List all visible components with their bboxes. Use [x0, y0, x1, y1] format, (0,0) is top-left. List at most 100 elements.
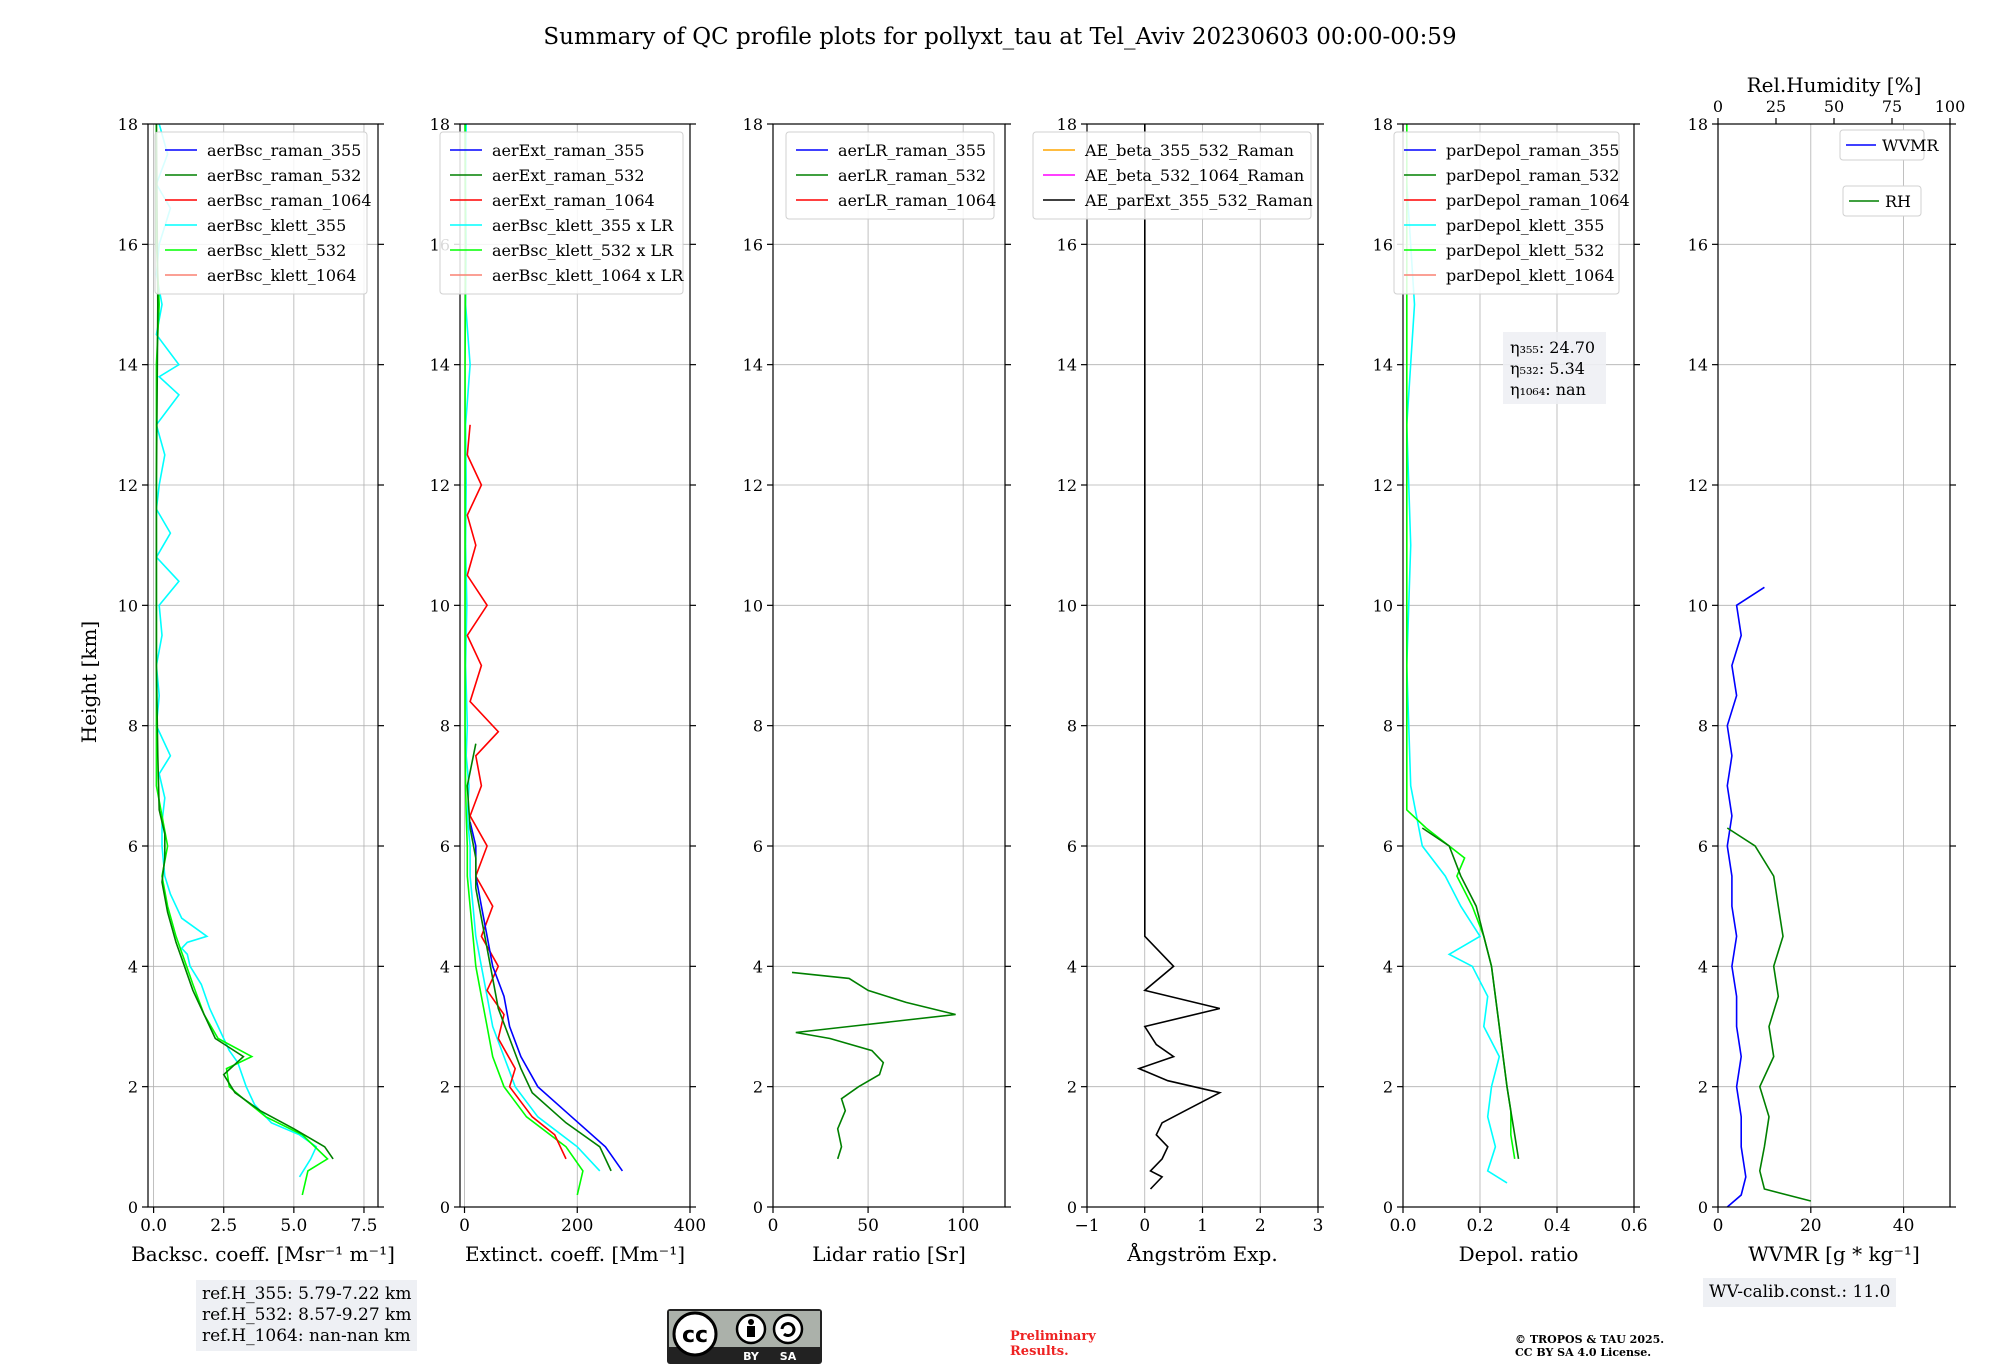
x-tick-label: 0.0	[1389, 1216, 1416, 1236]
y-tick-label: 14	[430, 356, 450, 375]
series-line-aerext-raman-355	[469, 821, 624, 1172]
series-line-aerext-raman-1064	[466, 424, 567, 1160]
x-tick-label: −1	[1074, 1216, 1099, 1236]
x-tick-label: 100	[947, 1216, 979, 1236]
preliminary-results-note: Preliminary Results.	[1010, 1329, 1096, 1359]
legend-label: parDepol_raman_1064	[1446, 191, 1630, 210]
axes-frame	[147, 123, 379, 1208]
legend-label: aerExt_raman_1064	[492, 191, 655, 210]
series-line-rh	[1726, 827, 1812, 1202]
x-axis-label: WVMR [g * kg⁻¹]	[1748, 1242, 1920, 1266]
x-tick-label: 0.4	[1543, 1216, 1570, 1236]
x-axis-label: Depol. ratio	[1459, 1242, 1579, 1266]
x-tick-label: 5.0	[280, 1216, 307, 1236]
axes-frame	[459, 123, 691, 1208]
x-axis-label: Ångström Exp.	[1126, 1241, 1277, 1266]
wv-calib-box: WV-calib.const.: 11.0	[1703, 1278, 1897, 1307]
legend-label: parDepol_klett_532	[1446, 241, 1604, 260]
y-tick-label: 10	[1057, 596, 1077, 615]
top-x-axis-label: Rel.Humidity [%]	[1747, 73, 1922, 97]
y-tick-label: 0	[1067, 1198, 1077, 1217]
refh-1064: ref.H_1064: nan-nan km	[202, 1326, 411, 1346]
sa-arrow	[780, 1322, 796, 1337]
y-tick-label: 18	[1057, 115, 1077, 134]
legend-label: AE_beta_355_532_Raman	[1084, 141, 1294, 160]
by-person-head	[748, 1319, 754, 1325]
series-line-pardepol-klett-355	[1405, 184, 1508, 1184]
x-tick-label: 50	[857, 1216, 879, 1236]
reference-height-box: ref.H_355: 5.79-7.22 km ref.H_532: 8.57-…	[196, 1280, 418, 1351]
y-tick-label: 8	[440, 717, 450, 736]
legend-label: aerBsc_klett_532 x LR	[492, 241, 674, 260]
y-tick-label: 4	[753, 957, 763, 976]
legend-label: parDepol_raman_532	[1446, 166, 1619, 185]
y-tick-label: 4	[1698, 957, 1708, 976]
y-tick-label: 18	[118, 115, 138, 134]
y-tick-label: 6	[1698, 837, 1708, 856]
legend-label: parDepol_klett_1064	[1446, 266, 1615, 285]
legend-label: aerBsc_klett_355	[207, 216, 346, 235]
eta-value: η₁₀₆₄: nan	[1510, 380, 1586, 399]
x-tick-label: 0.6	[1620, 1216, 1647, 1236]
top-x-tick-label: 25	[1766, 97, 1786, 116]
x-tick-label: 200	[561, 1216, 593, 1236]
x-tick-label: 0	[459, 1216, 470, 1236]
legend-label: aerExt_raman_532	[492, 166, 645, 185]
legend-box	[1032, 131, 1312, 220]
y-tick-label: 6	[1067, 837, 1077, 856]
copyright-line-2: CC BY SA 4.0 License.	[1515, 1346, 1652, 1359]
x-tick-label: 0	[1139, 1216, 1150, 1236]
top-x-tick-label: 50	[1824, 97, 1844, 116]
legend-label: WVMR	[1882, 136, 1939, 155]
y-tick-label: 12	[1688, 476, 1708, 495]
y-tick-label: 12	[743, 476, 763, 495]
series-line-pardepol-raman-532	[1421, 827, 1520, 1160]
y-tick-label: 16	[1373, 235, 1393, 254]
y-tick-label: 18	[430, 115, 450, 134]
y-tick-label: 8	[753, 717, 763, 736]
legend-label: parDepol_raman_355	[1446, 141, 1619, 160]
legend-box	[785, 131, 995, 220]
series-line-aerbsc-raman-532	[155, 124, 334, 1160]
y-tick-label: 18	[1688, 115, 1708, 134]
legend-label: RH	[1885, 192, 1911, 211]
copyright-line-1: © TROPOS & TAU 2025.	[1515, 1333, 1665, 1346]
y-tick-label: 0	[1383, 1198, 1393, 1217]
preliminary-line-2: Results.	[1010, 1344, 1069, 1359]
legend-label: aerBsc_raman_355	[207, 141, 361, 160]
refh-532: ref.H_532: 8.57-9.27 km	[202, 1305, 412, 1325]
series-line-aerbsc-klett-532-x-lr	[464, 124, 584, 1196]
y-tick-label: 10	[1688, 596, 1708, 615]
x-axis-label: Lidar ratio [Sr]	[812, 1242, 966, 1266]
legend-wvmr: WVMR	[1839, 129, 1939, 161]
y-tick-label: 12	[1057, 476, 1077, 495]
y-tick-label: 2	[1067, 1078, 1077, 1097]
axes-frame	[772, 123, 1006, 1208]
eta-box	[1503, 332, 1606, 404]
y-tick-label: 8	[1698, 717, 1708, 736]
top-x-tick-label: 75	[1882, 97, 1902, 116]
y-tick-label: 10	[743, 596, 763, 615]
legend-box	[154, 131, 368, 295]
series-line-aerbsc-klett-355	[155, 124, 318, 1178]
y-tick-label: 4	[440, 957, 450, 976]
sa-share-alike-icon	[772, 1313, 804, 1345]
legend: AE_beta_355_532_Raman AE_beta_532_1064_Ra…	[1032, 131, 1313, 220]
y-tick-label: 14	[118, 356, 138, 375]
legend-label: aerExt_raman_355	[492, 141, 645, 160]
x-tick-label: 400	[674, 1216, 706, 1236]
panel-lidar_ratio: 0 50 100 0 2 4 6 8 10 12 14 16 18 Lidar ratio [Sr] aer…	[743, 115, 1011, 1266]
legend-label: aerBsc_raman_532	[207, 166, 361, 185]
y-tick-label: 12	[1373, 476, 1393, 495]
legend-label: aerBsc_klett_1064 x LR	[492, 266, 684, 285]
legend-box	[1842, 185, 1922, 217]
cc-icon-glyph: cc	[682, 1323, 708, 1348]
y-tick-label: 6	[440, 837, 450, 856]
series-line-wvmr	[1726, 586, 1765, 1207]
y-tick-label: 18	[743, 115, 763, 134]
y-tick-label: 8	[128, 717, 138, 736]
legend-label: aerBsc_klett_355 x LR	[492, 216, 674, 235]
legend-label: aerBsc_raman_1064	[207, 191, 372, 210]
